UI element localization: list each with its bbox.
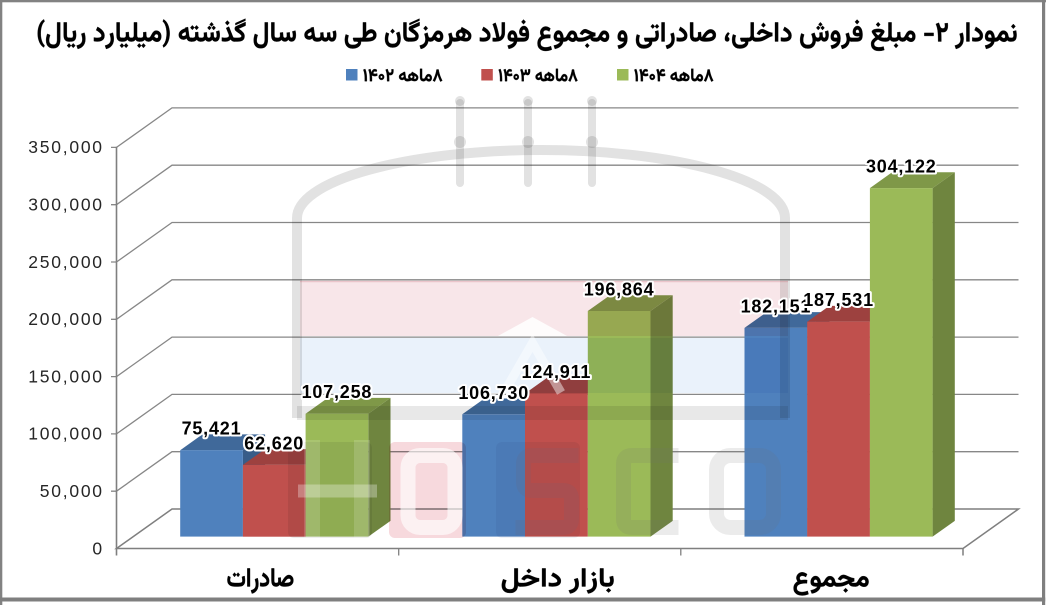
svg-text:106,730: 106,730 (458, 383, 529, 403)
svg-text:124,911: 124,911 (522, 362, 592, 382)
svg-text:50,000: 50,000 (40, 481, 104, 501)
svg-text:107,258: 107,258 (302, 382, 373, 402)
svg-text:350,000: 350,000 (28, 137, 104, 157)
svg-text:250,000: 250,000 (28, 252, 104, 272)
svg-text:0: 0 (92, 538, 103, 558)
svg-text:182,151: 182,151 (741, 296, 812, 316)
svg-text:200,000: 200,000 (28, 309, 104, 329)
svg-text:300,000: 300,000 (28, 195, 104, 215)
svg-text:150,000: 150,000 (28, 366, 104, 386)
svg-text:187,531: 187,531 (803, 290, 874, 310)
svg-text:304,122: 304,122 (866, 157, 937, 177)
svg-text:75,421: 75,421 (182, 419, 242, 439)
svg-text:196,864: 196,864 (584, 280, 655, 300)
svg-text:100,000: 100,000 (28, 424, 104, 444)
svg-text:62,620: 62,620 (244, 433, 304, 453)
